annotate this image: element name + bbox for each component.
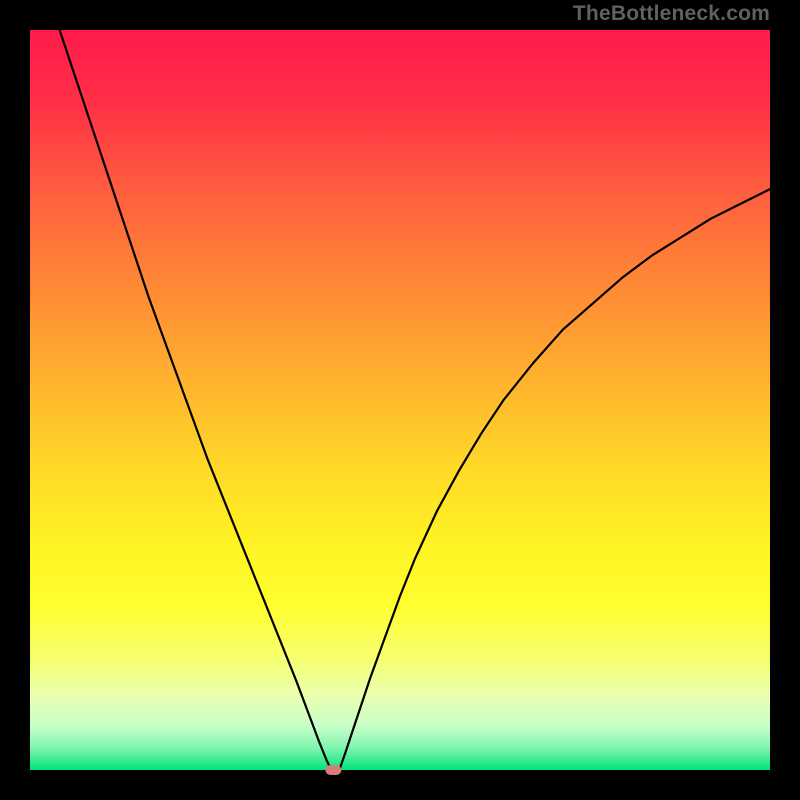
optimal-point-marker	[325, 765, 341, 775]
bottleneck-chart	[0, 0, 800, 800]
chart-gradient-background	[30, 30, 770, 770]
watermark-text: TheBottleneck.com	[573, 2, 770, 26]
